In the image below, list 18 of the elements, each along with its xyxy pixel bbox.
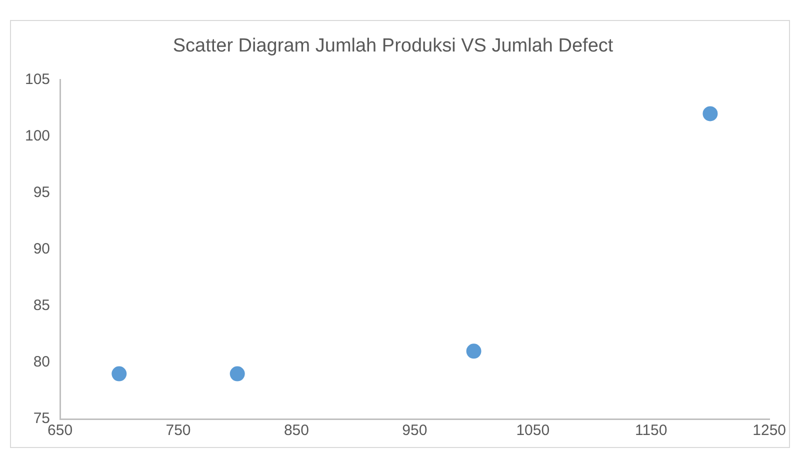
y-tick-label: 95 [33,184,50,202]
x-tick-label: 850 [284,422,309,440]
y-tick-label: 100 [24,127,50,144]
y-tick-label: 80 [33,354,50,371]
x-tick-label: 1050 [516,422,550,440]
point [112,366,127,382]
x-tick-label: 950 [402,422,428,440]
chart-title: Scatter Diagram Jumlah Produksi VS Jumlah Defect [172,36,614,57]
x-tick-label: 650 [48,422,73,440]
y-tick-label: 105 [24,70,50,88]
x-tick-label: 1250 [752,422,786,440]
x-tick-label: 750 [166,422,191,440]
y-tick-label: 90 [33,240,50,258]
point [466,344,482,359]
point [702,106,718,122]
x-tick-label: 1150 [634,422,668,440]
y-tick-label: 85 [33,297,50,314]
point [230,366,245,382]
